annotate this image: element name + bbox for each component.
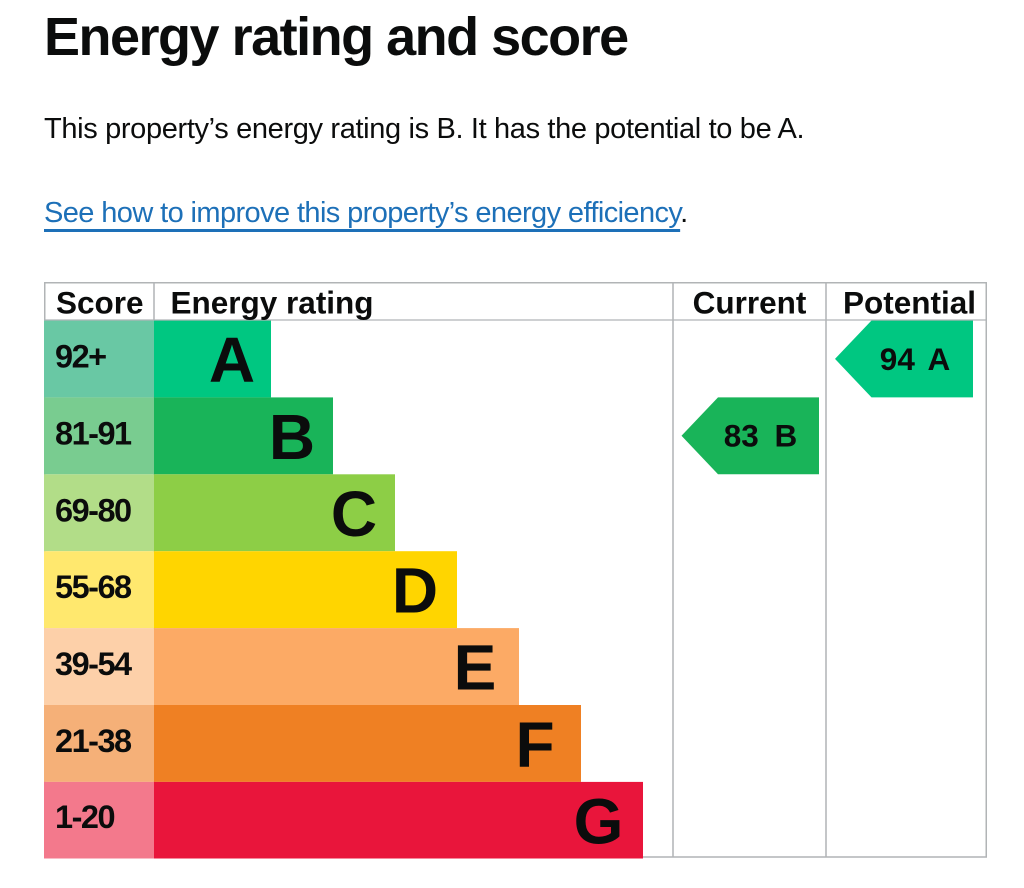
svg-text:69-80: 69-80 (55, 492, 131, 528)
svg-text:55-68: 55-68 (55, 569, 132, 605)
svg-text:1-20: 1-20 (55, 799, 114, 835)
svg-text:94 A: 94 A (880, 341, 950, 377)
svg-text:F: F (515, 709, 554, 781)
svg-text:Energy rating: Energy rating (171, 285, 374, 321)
svg-text:Current: Current (693, 285, 807, 321)
svg-text:C: C (331, 478, 377, 550)
svg-text:39-54: 39-54 (55, 646, 132, 682)
svg-text:Potential: Potential (843, 285, 976, 321)
svg-text:92+: 92+ (55, 339, 106, 375)
svg-text:A: A (209, 324, 255, 396)
svg-text:B: B (269, 401, 315, 473)
svg-text:G: G (574, 785, 624, 857)
svg-text:E: E (454, 632, 497, 704)
svg-text:21-38: 21-38 (55, 723, 132, 759)
svg-text:D: D (392, 555, 438, 627)
svg-text:83 B: 83 B (724, 417, 798, 453)
svg-text:81-91: 81-91 (55, 415, 132, 451)
svg-text:Score: Score (56, 285, 144, 321)
